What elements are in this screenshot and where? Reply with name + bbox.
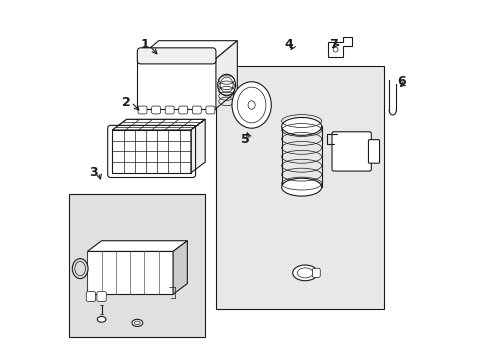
Polygon shape — [87, 241, 187, 251]
Polygon shape — [137, 59, 216, 109]
Text: 6: 6 — [397, 75, 405, 88]
Polygon shape — [112, 119, 205, 130]
Ellipse shape — [72, 258, 88, 279]
Text: 3: 3 — [89, 166, 98, 179]
Polygon shape — [112, 130, 190, 173]
Ellipse shape — [281, 117, 321, 135]
Polygon shape — [137, 41, 237, 59]
FancyBboxPatch shape — [205, 106, 214, 114]
FancyBboxPatch shape — [331, 132, 370, 171]
Ellipse shape — [97, 316, 106, 322]
FancyBboxPatch shape — [138, 106, 147, 114]
Polygon shape — [190, 119, 205, 173]
FancyBboxPatch shape — [192, 106, 201, 114]
Polygon shape — [328, 37, 351, 57]
FancyBboxPatch shape — [86, 292, 95, 301]
FancyBboxPatch shape — [312, 268, 320, 278]
FancyBboxPatch shape — [97, 292, 106, 301]
Ellipse shape — [281, 178, 321, 196]
Text: 2: 2 — [122, 96, 131, 109]
FancyBboxPatch shape — [165, 106, 174, 114]
FancyBboxPatch shape — [151, 106, 160, 114]
Ellipse shape — [231, 82, 271, 128]
Text: 7: 7 — [328, 39, 337, 51]
FancyBboxPatch shape — [216, 66, 383, 309]
Polygon shape — [216, 41, 237, 109]
FancyBboxPatch shape — [179, 106, 187, 114]
Polygon shape — [173, 241, 187, 294]
FancyBboxPatch shape — [367, 140, 379, 163]
Text: 4: 4 — [284, 39, 293, 51]
Ellipse shape — [132, 319, 142, 327]
Polygon shape — [87, 251, 173, 294]
Ellipse shape — [292, 265, 317, 281]
Ellipse shape — [217, 74, 235, 96]
Text: 1: 1 — [140, 39, 148, 51]
FancyBboxPatch shape — [137, 48, 216, 64]
Text: 5: 5 — [241, 134, 249, 147]
FancyBboxPatch shape — [69, 194, 205, 337]
